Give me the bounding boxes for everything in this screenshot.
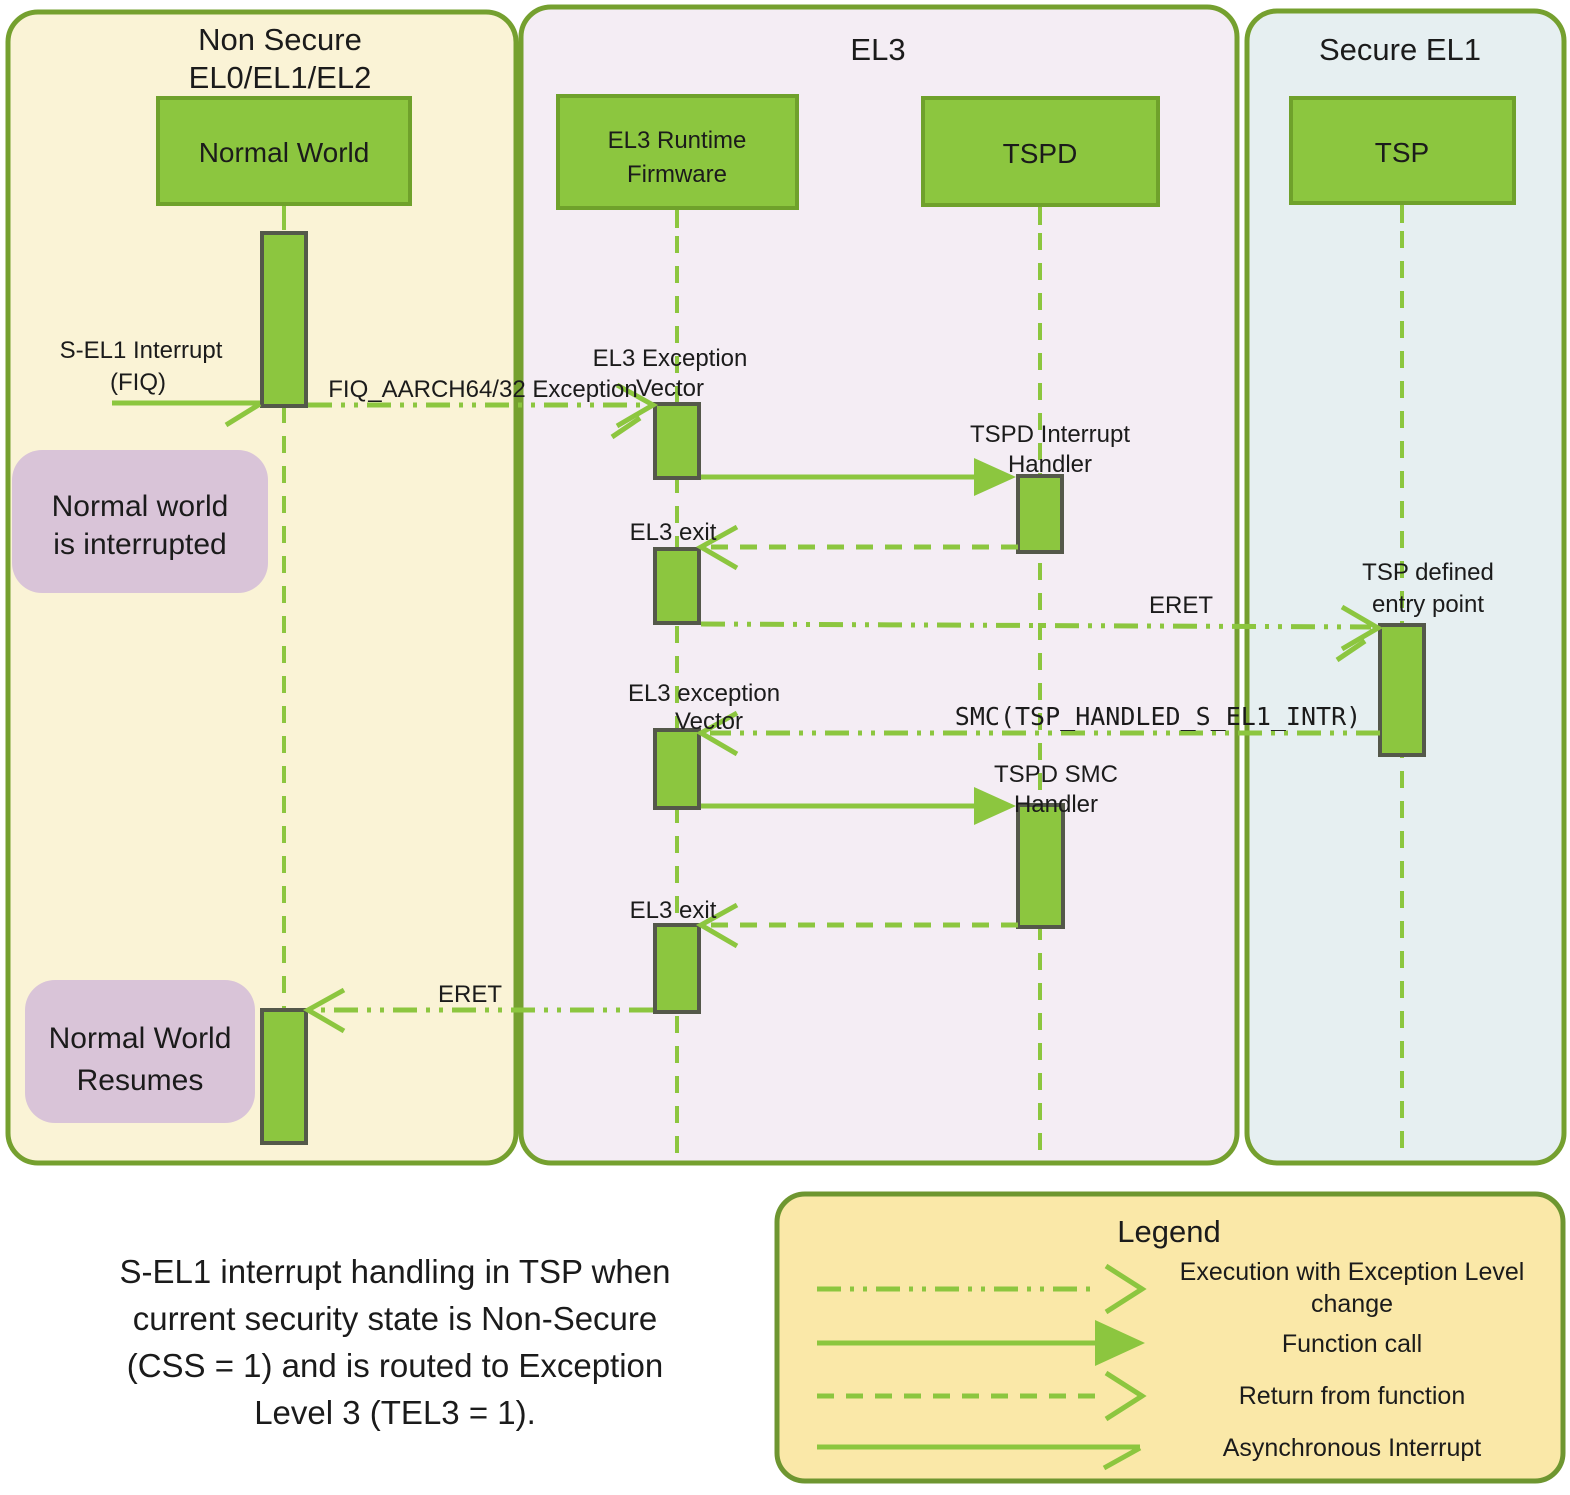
actor-label-el3-runtime-line1: EL3 Runtime: [608, 127, 747, 154]
actor-box-tsp: [1289, 96, 1516, 205]
msg-sel1-interrupt-line1: S-EL1 Interrupt: [60, 337, 223, 364]
arrow-return-el3-exit-1: [695, 524, 1018, 571]
msg-el3-exception-vector1-line2: Vector: [636, 375, 704, 402]
note-normal-world-interrupted: [12, 450, 268, 593]
activation-normal-world-2: [260, 1008, 308, 1145]
activation-el3-exception-vector-2: [653, 728, 701, 810]
arrow-call-tspd-interrupt-handler: [701, 458, 1016, 496]
legend-title: Legend: [1117, 1214, 1220, 1249]
msg-eret-1: ERET: [1149, 592, 1213, 619]
caption-line2: current security state is Non-Secure: [133, 1300, 658, 1337]
activation-tspd-interrupt-handler: [1016, 474, 1064, 554]
caption: S-EL1 interrupt handling in TSP when cur…: [120, 1253, 671, 1431]
lane-title-el3: EL3: [850, 32, 905, 67]
arrow-sel1-interrupt: [112, 400, 262, 428]
lane-nonsecure: [5, 9, 519, 1166]
arrow-return-el3-exit-2: [695, 902, 1018, 949]
legend-exec-label-line2: change: [1311, 1290, 1393, 1318]
legend-exec-label-line1: Execution with Exception Level: [1180, 1258, 1525, 1286]
legend-func-arrow: [817, 1320, 1145, 1366]
actor-box-tspd: [921, 96, 1160, 207]
msg-eret-2: ERET: [438, 981, 502, 1008]
activation-normal-world-1: [260, 231, 308, 408]
actor-label-tspd: TSPD: [1003, 138, 1078, 169]
activation-tspd-smc-handler: [1016, 803, 1065, 929]
note-normal-world-resumes: [25, 980, 255, 1123]
msg-el3-exception-vector2-line1: EL3 exception: [628, 680, 780, 707]
msg-sel1-interrupt-line2: (FIQ): [110, 369, 166, 396]
msg-tsp-entry-line1: TSP defined: [1362, 559, 1494, 586]
activation-el3-exit-1: [653, 547, 701, 625]
msg-fiq-exception: FIQ_AARCH64/32 Exception: [328, 376, 637, 403]
msg-smc-handled: SMC(TSP_HANDLED_S_EL1_INTR): [955, 702, 1361, 731]
lane-title-secure-el1: Secure EL1: [1319, 32, 1481, 67]
legend-return-arrow: [817, 1370, 1147, 1422]
actor-label-el3-runtime-line2: Firmware: [627, 161, 727, 188]
msg-tspd-smc-line1: TSPD SMC: [994, 761, 1118, 788]
caption-line1: S-EL1 interrupt handling in TSP when: [120, 1253, 671, 1290]
legend-async-label: Asynchronous Interrupt: [1223, 1434, 1482, 1462]
msg-el3-exit-2: EL3 exit: [630, 897, 717, 924]
msg-tsp-entry-line2: entry point: [1372, 591, 1484, 618]
msg-el3-exception-vector2-line2: Vector: [675, 708, 743, 735]
note-interrupted-line1: Normal world: [52, 490, 229, 523]
legend: Legend Execution with Exception Level ch…: [774, 1191, 1566, 1484]
msg-el3-exception-vector1-line1: EL3 Exception: [593, 345, 748, 372]
note-resumes-line1: Normal World: [49, 1022, 232, 1055]
legend-exec-arrow: [817, 1263, 1147, 1315]
arrow-smc-handled: [695, 710, 1380, 757]
lane-title-nonsecure-line2: EL0/EL1/EL2: [189, 60, 372, 95]
arrow-eret-to-tsp: [700, 604, 1383, 663]
activation-tsp-entry-point: [1378, 623, 1426, 757]
activation-el3-exception-vector-1: [653, 402, 701, 480]
legend-async-arrow: [817, 1444, 1142, 1471]
arrow-call-tspd-smc-handler: [701, 787, 1016, 825]
msg-tspd-smc-line2: Handler: [1014, 791, 1098, 818]
lane-secure-el1: [1244, 8, 1567, 1166]
actor-label-normal-world: Normal World: [199, 137, 370, 168]
note-resumes-line2: Resumes: [77, 1064, 204, 1097]
msg-tspd-interrupt-line2: Handler: [1008, 451, 1092, 478]
actor-label-tsp: TSP: [1375, 137, 1429, 168]
note-interrupted-line2: is interrupted: [53, 528, 226, 561]
msg-tspd-interrupt-line1: TSPD Interrupt: [970, 421, 1130, 448]
arrow-fiq-exception: [308, 382, 659, 440]
activation-el3-exit-2: [653, 923, 701, 1014]
caption-line4: Level 3 (TEL3 = 1).: [254, 1394, 536, 1431]
caption-line3: (CSS = 1) and is routed to Exception: [127, 1347, 664, 1384]
lane-title-nonsecure-line1: Non Secure: [198, 22, 362, 57]
legend-func-label: Function call: [1282, 1330, 1422, 1358]
actor-box-normal-world: [156, 96, 412, 206]
actor-box-el3-runtime-firmware: [556, 94, 799, 210]
arrow-eret-to-normal-world: [302, 987, 653, 1034]
msg-el3-exit-1: EL3 exit: [630, 519, 717, 546]
legend-return-label: Return from function: [1239, 1382, 1466, 1410]
actors: Normal World EL3 Runtime Firmware TSPD T…: [156, 94, 1516, 210]
activation-bars: [260, 231, 1426, 1145]
legend-box: [774, 1191, 1566, 1484]
